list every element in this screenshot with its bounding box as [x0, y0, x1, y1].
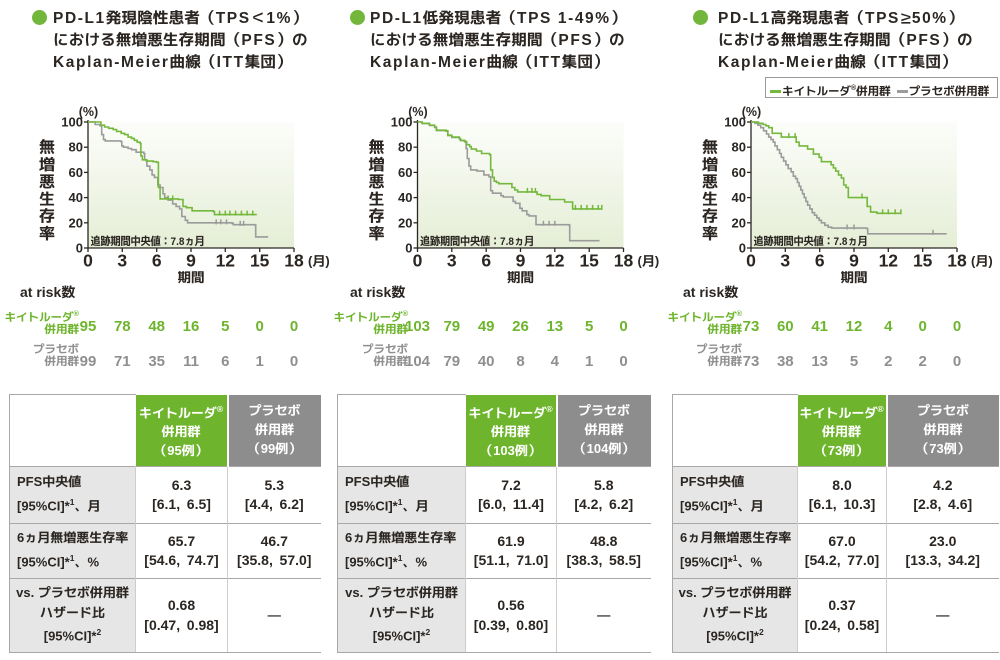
svg-text:100: 100	[391, 114, 413, 132]
svg-text:3: 3	[117, 248, 127, 273]
svg-text:(月): (月)	[638, 253, 660, 271]
svg-text:9: 9	[186, 248, 196, 273]
svg-text:80: 80	[398, 139, 412, 157]
svg-text:6: 6	[481, 248, 491, 273]
svg-text:18: 18	[284, 248, 304, 273]
svg-text:6: 6	[152, 248, 162, 273]
svg-text:無増悪生存率: 無増悪生存率	[699, 138, 721, 241]
svg-text:0: 0	[746, 248, 756, 273]
svg-text:3: 3	[447, 248, 457, 273]
svg-text:60: 60	[732, 164, 746, 182]
svg-text:0: 0	[83, 248, 93, 273]
svg-text:15: 15	[913, 248, 933, 273]
svg-text:40: 40	[398, 189, 412, 207]
svg-text:(月): (月)	[308, 253, 330, 271]
svg-text:(%): (%)	[79, 103, 98, 120]
svg-text:15: 15	[579, 248, 599, 273]
svg-text:期間: 期間	[507, 268, 535, 287]
svg-text:100: 100	[61, 114, 83, 132]
svg-text:期間: 期間	[841, 268, 869, 287]
svg-text:9: 9	[849, 248, 859, 273]
svg-text:追跡期間中央値：7.8ヵ月: 追跡期間中央値：7.8ヵ月	[754, 233, 868, 249]
svg-text:18: 18	[614, 248, 634, 273]
svg-text:80: 80	[732, 139, 746, 157]
svg-text:15: 15	[250, 248, 270, 273]
svg-text:(月): (月)	[971, 253, 993, 271]
svg-text:6: 6	[815, 248, 825, 273]
svg-text:100: 100	[724, 114, 746, 132]
svg-text:40: 40	[69, 189, 83, 207]
svg-text:無増悪生存率: 無増悪生存率	[36, 138, 58, 241]
svg-text:(%): (%)	[408, 103, 427, 120]
svg-text:20: 20	[732, 214, 746, 232]
svg-text:(%): (%)	[742, 103, 761, 120]
svg-text:80: 80	[69, 139, 83, 157]
svg-text:20: 20	[398, 214, 412, 232]
svg-text:期間: 期間	[178, 268, 205, 287]
svg-text:20: 20	[69, 214, 83, 232]
svg-text:0: 0	[76, 240, 83, 258]
svg-text:3: 3	[780, 248, 790, 273]
svg-text:60: 60	[398, 164, 412, 182]
svg-text:40: 40	[732, 189, 746, 207]
svg-text:12: 12	[545, 248, 565, 273]
svg-text:無増悪生存率: 無増悪生存率	[366, 138, 388, 241]
svg-text:追跡期間中央値：7.8ヵ月: 追跡期間中央値：7.8ヵ月	[420, 233, 534, 249]
svg-text:12: 12	[216, 248, 236, 273]
svg-text:追跡期間中央値：7.8ヵ月: 追跡期間中央値：7.8ヵ月	[91, 233, 205, 249]
svg-text:60: 60	[69, 164, 83, 182]
svg-text:0: 0	[739, 240, 746, 258]
svg-text:0: 0	[413, 248, 423, 273]
svg-text:0: 0	[405, 240, 412, 258]
svg-text:9: 9	[516, 248, 526, 273]
svg-text:12: 12	[879, 248, 899, 273]
svg-text:18: 18	[947, 248, 967, 273]
